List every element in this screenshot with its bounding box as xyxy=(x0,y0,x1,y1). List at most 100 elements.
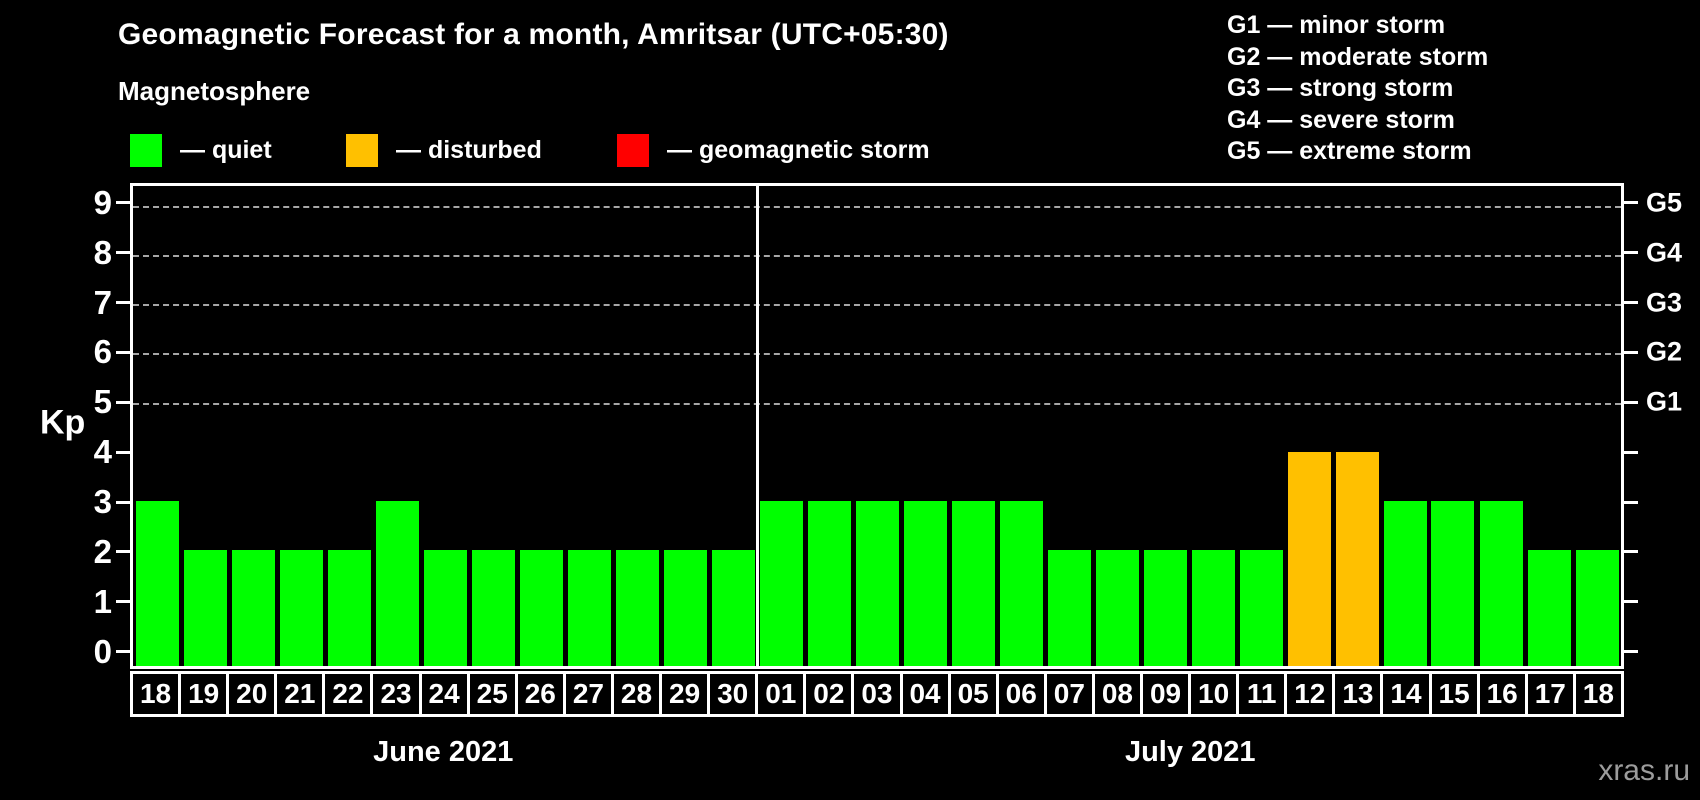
kp-bar xyxy=(951,501,995,666)
day-label-row: 18 19 20 21 22 23 24 25 26 27 28 29 30 01 02 03 04 05 06 07… xyxy=(130,671,1624,717)
axis-tick xyxy=(1624,400,1638,404)
legend-item-storm: — geomagnetic storm xyxy=(617,132,930,168)
day-label-cell: 14 xyxy=(1380,671,1432,717)
g-level-axis-labels: G1 G2 G3 G4 G5 xyxy=(1646,183,1700,669)
axis-tick xyxy=(116,251,130,255)
kp-bar xyxy=(1383,501,1427,666)
axis-tick xyxy=(116,650,130,654)
kp-bar xyxy=(1527,550,1571,666)
day-label-cell: 01 xyxy=(755,671,807,717)
page-title: Geomagnetic Forecast for a month, Amrits… xyxy=(118,18,949,51)
kp-bar xyxy=(327,550,371,666)
kp-bar xyxy=(279,550,323,666)
axis-tick xyxy=(1624,251,1638,255)
legend-item-disturbed: — disturbed xyxy=(346,132,542,168)
kp-bar xyxy=(663,550,707,666)
legend-item-quiet: — quiet xyxy=(130,132,272,168)
axis-tick xyxy=(116,350,130,354)
kp-bar xyxy=(519,550,563,666)
axis-tick xyxy=(1624,450,1638,454)
g5-legend-line: G5 — extreme storm xyxy=(1227,137,1472,165)
y-axis-left-ticks xyxy=(116,183,130,669)
day-label-cell: 19 xyxy=(178,671,230,717)
day-label-cell: 23 xyxy=(370,671,422,717)
g-level-gridline xyxy=(133,402,1621,405)
y-axis-tick-labels: 0 1 2 3 4 5 6 7 8 9 xyxy=(0,183,112,670)
axis-tick xyxy=(1624,650,1638,654)
day-label-cell: 18 xyxy=(1572,671,1624,717)
day-label-cell: 22 xyxy=(322,671,374,717)
kp-bar xyxy=(471,550,515,666)
kp-bar xyxy=(423,550,467,666)
day-label-cell: 04 xyxy=(899,671,951,717)
day-label-cell: 03 xyxy=(851,671,903,717)
disturbed-color-swatch xyxy=(346,133,378,167)
axis-tick xyxy=(116,600,130,604)
kp-bar xyxy=(1239,550,1283,666)
day-label-cell: 08 xyxy=(1091,671,1143,717)
g-level-label: G4 xyxy=(1646,237,1683,268)
g1-legend-line: G1 — minor storm xyxy=(1227,11,1446,39)
y-tick-label: 0 xyxy=(93,632,112,670)
kp-bar xyxy=(807,501,851,666)
legend-label-storm: — geomagnetic storm xyxy=(667,135,930,164)
y-tick-label: 2 xyxy=(93,532,112,570)
kp-bar xyxy=(1575,550,1619,666)
day-label-cell: 28 xyxy=(610,671,663,717)
day-label-cell: 16 xyxy=(1476,671,1528,717)
day-label-cell: 30 xyxy=(707,671,759,717)
y-tick-label: 1 xyxy=(93,582,112,620)
g-level-label: G1 xyxy=(1646,386,1683,417)
y-tick-label: 7 xyxy=(93,283,112,321)
axis-tick xyxy=(116,500,130,504)
kp-bar xyxy=(183,550,227,666)
g-level-gridline xyxy=(133,353,1621,356)
day-label-cell: 13 xyxy=(1332,671,1384,717)
axis-tick xyxy=(1624,500,1638,504)
month-label-july: July 2021 xyxy=(1124,736,1256,768)
day-label-cell: 07 xyxy=(1043,671,1095,717)
day-label-cell: 17 xyxy=(1524,671,1576,717)
axis-tick xyxy=(1624,550,1638,554)
magnetosphere-label: Magnetosphere xyxy=(118,76,311,106)
legend-label-quiet: — quiet xyxy=(180,135,272,164)
kp-bar xyxy=(903,501,947,666)
axis-tick xyxy=(116,400,130,404)
day-label-cell: 05 xyxy=(947,671,999,717)
y-tick-label: 6 xyxy=(93,333,112,371)
kp-bar xyxy=(855,501,899,666)
storm-color-swatch xyxy=(617,133,649,167)
axis-tick xyxy=(116,301,130,305)
axis-tick xyxy=(116,450,130,454)
kp-bar xyxy=(1047,550,1091,666)
kp-bar xyxy=(1095,550,1139,666)
plot-area xyxy=(130,183,1624,669)
y-axis-right-ticks xyxy=(1624,183,1638,669)
day-label-cell: 12 xyxy=(1284,671,1336,717)
watermark: xras.ru xyxy=(1598,754,1690,787)
kp-bar xyxy=(615,550,659,666)
g-level-gridline xyxy=(133,205,1621,208)
day-label-cell: 11 xyxy=(1236,671,1288,717)
kp-bar xyxy=(1287,451,1331,666)
g2-legend-line: G2 — moderate storm xyxy=(1227,42,1489,71)
axis-tick xyxy=(116,550,130,554)
day-label-cell: 29 xyxy=(659,671,711,717)
g-level-gridline xyxy=(133,254,1621,257)
kp-bar xyxy=(1479,501,1523,666)
day-label-cell: 06 xyxy=(995,671,1047,717)
axis-tick xyxy=(1624,350,1638,354)
legend-label-disturbed: — disturbed xyxy=(396,135,542,164)
y-tick-label: 8 xyxy=(93,233,112,271)
day-label-cell: 25 xyxy=(466,671,518,717)
day-label-cell: 20 xyxy=(226,671,278,717)
y-tick-label: 3 xyxy=(93,483,112,520)
y-tick-label: 9 xyxy=(93,183,112,221)
day-label-cell: 27 xyxy=(562,671,614,717)
g-level-gridline xyxy=(133,304,1621,307)
kp-bar xyxy=(1143,550,1187,666)
g-level-label: G2 xyxy=(1646,336,1683,367)
y-tick-label: 5 xyxy=(93,383,112,421)
kp-bar xyxy=(1335,451,1379,666)
